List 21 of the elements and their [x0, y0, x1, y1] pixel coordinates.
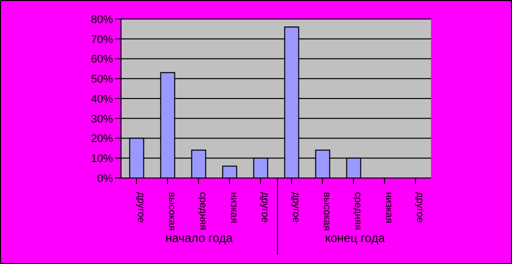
y-tick-label: 30%: [90, 113, 114, 126]
x-tick-label: другое: [414, 192, 425, 224]
y-tick-label: 50%: [90, 74, 114, 86]
y-tick-label: 40%: [90, 93, 114, 106]
x-tick-label: низкая: [382, 192, 394, 224]
text: конец года: [324, 231, 386, 245]
x-tick-label: другое: [134, 192, 146, 224]
y-tick-label: 70%: [90, 34, 114, 46]
x-tick-label: низкая: [228, 192, 239, 224]
y-tick-label: 20%: [90, 133, 114, 146]
y-tick-label: 80%: [90, 14, 114, 26]
x-tick-label: средняя: [196, 192, 208, 230]
text: начало года: [164, 231, 234, 245]
y-tick-label: 10%: [90, 153, 114, 166]
x-tick-label: высокая: [320, 192, 332, 231]
x-tick-label: другое: [258, 192, 270, 224]
x-tick-label: высокая: [166, 192, 177, 231]
x-tick-label: другое: [290, 192, 301, 224]
y-tick-label: 60%: [90, 54, 114, 66]
y-tick-label: 0%: [97, 172, 114, 185]
x-tick-label: средняя: [352, 192, 363, 230]
